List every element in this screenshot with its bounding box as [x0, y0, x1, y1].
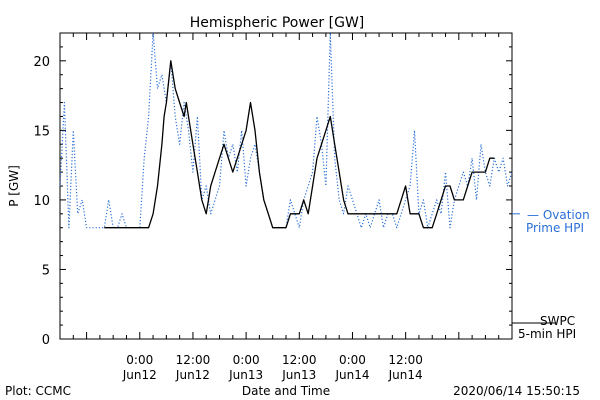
x-tick-label: 0:00: [233, 353, 260, 367]
series-swpc-line: [104, 60, 495, 229]
y-tick-label: 10: [33, 194, 50, 209]
x-tick-label: 12:00: [282, 353, 317, 367]
chart-title: Hemispheric Power [GW]: [190, 15, 365, 31]
y-tick-label: 20: [33, 55, 50, 70]
y-tick-label: 15: [33, 124, 50, 139]
y-tick-label: 5: [42, 263, 50, 278]
x-tick-date: Jun12: [122, 368, 157, 382]
x-tick-label: 0:00: [126, 353, 153, 367]
series-ovation-prime-line: [59, 32, 513, 229]
x-tick-date: Jun12: [175, 368, 210, 382]
x-axis-label: Date and Time: [242, 384, 330, 398]
x-tick-date: Jun13: [228, 368, 263, 382]
x-tick-date: Jun14: [388, 368, 423, 382]
x-tick-date: Jun14: [334, 368, 369, 382]
x-tick-label: 12:00: [388, 353, 423, 367]
legend-swpc-line1: SWPC: [540, 314, 575, 328]
y-axis-label: P [GW]: [7, 165, 21, 207]
legend-ovation-line2: Prime HPI: [526, 221, 584, 235]
y-axis: 0 5 10 15 20: [33, 46, 512, 348]
plot-timestamp: 2020/06/14 15:50:15: [453, 384, 580, 398]
x-tick-label: 0:00: [339, 353, 366, 367]
series-layer: [59, 32, 520, 229]
legend: — Ovation Prime HPI SWPC 5-min HPI: [512, 208, 590, 341]
x-tick-label: 12:00: [176, 353, 211, 367]
y-tick-label: 0: [42, 333, 50, 348]
x-axis: 0:00Jun1212:00Jun120:00Jun1312:00Jun130:…: [72, 33, 513, 382]
legend-ovation-line1: — Ovation: [527, 208, 590, 222]
x-tick-date: Jun13: [281, 368, 316, 382]
legend-swpc-line2: 5-min HPI: [518, 327, 576, 341]
plot-credit: Plot: CCMC: [5, 384, 71, 398]
